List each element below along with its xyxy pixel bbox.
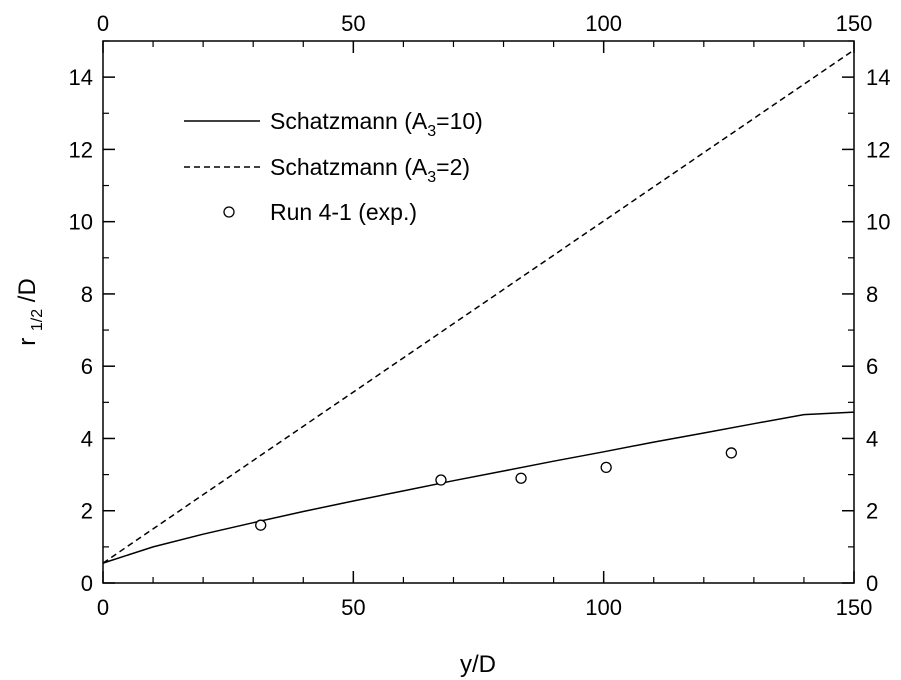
- y-axis-title-sub: 1/2: [29, 309, 46, 331]
- legend-label: Run 4-1 (exp.): [270, 199, 417, 225]
- y-tick-label-left: 4: [81, 426, 93, 451]
- y-tick-label-left: 14: [69, 65, 93, 90]
- y-tick-label-right: 8: [866, 282, 878, 307]
- x-tick-label-top: 50: [341, 11, 365, 36]
- y-tick-label-left: 6: [81, 354, 93, 379]
- x-tick-label-bottom: 100: [585, 595, 622, 620]
- legend-label-tail: =2): [436, 154, 470, 180]
- legend-label-main: Schatzmann (A: [270, 108, 428, 134]
- series-layer: [103, 49, 854, 564]
- y-tick-label-left: 2: [81, 499, 93, 524]
- y-tick-label-right: 10: [866, 210, 890, 235]
- data-point-run-4-1: [725, 447, 737, 459]
- minor-ticks: [103, 40, 854, 583]
- data-point-run-4-1: [515, 472, 527, 484]
- y-tick-label-right: 4: [866, 426, 878, 451]
- x-tick-label-bottom: 150: [836, 595, 873, 620]
- legend-label-tail: =10): [436, 108, 483, 134]
- y-tick-label-right: 14: [866, 65, 890, 90]
- y-tick-label-left: 12: [69, 137, 93, 162]
- legend-label-sub: 3: [427, 169, 436, 186]
- data-point-run-4-1: [435, 474, 447, 486]
- data-point-run-4-1: [600, 461, 612, 474]
- y-axis-title: r 1/2 /D: [14, 278, 48, 346]
- y-tick-label-left: 0: [81, 571, 93, 596]
- legend-label-main: Schatzmann (A: [270, 154, 428, 180]
- legend-label-main: Run 4-1 (exp.): [270, 199, 417, 225]
- legend-label: Schatzmann (A3=2): [270, 154, 470, 186]
- y-tick-label-left: 8: [81, 282, 93, 307]
- y-tick-label-right: 2: [866, 499, 878, 524]
- y-tick-label-right: 0: [866, 571, 878, 596]
- x-tick-label-top: 0: [97, 11, 109, 36]
- legend: Schatzmann (A3=10)Schatzmann (A3=2)Run 4…: [184, 108, 483, 225]
- y-axis-title-tail: /D: [14, 278, 41, 302]
- y-tick-label-right: 12: [866, 137, 890, 162]
- major-ticks: [102, 41, 855, 584]
- x-tick-label-bottom: 0: [97, 595, 109, 620]
- series-line-a3-10: [103, 411, 854, 564]
- series-line-a3-2: [103, 49, 854, 564]
- legend-label-sub: 3: [427, 123, 436, 140]
- data-point-run-4-1: [255, 519, 267, 531]
- x-tick-label-top: 150: [836, 11, 873, 36]
- x-axis-title: y/D: [460, 651, 496, 678]
- y-tick-label-left: 10: [69, 210, 93, 235]
- y-tick-label-right: 6: [866, 354, 878, 379]
- x-tick-label-top: 100: [585, 11, 622, 36]
- plot-frame: [102, 40, 855, 584]
- x-tick-label-bottom: 50: [341, 595, 365, 620]
- y-axis-title-main: r: [14, 338, 41, 346]
- legend-marker-run-4-1: [223, 206, 235, 218]
- legend-label: Schatzmann (A3=10): [270, 108, 483, 140]
